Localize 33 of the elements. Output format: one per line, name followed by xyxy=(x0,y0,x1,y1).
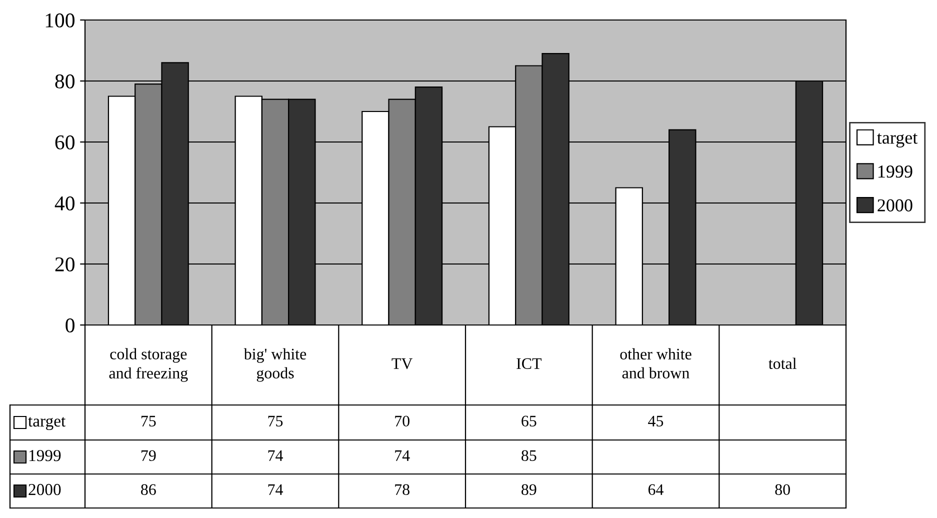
text: target xyxy=(877,133,918,148)
y-tick-label: 20 xyxy=(55,257,74,272)
x-tick-label: TV xyxy=(392,358,413,370)
data-label: 86 xyxy=(141,484,156,495)
legend-label: 1999 xyxy=(29,450,61,462)
text: 2000 xyxy=(28,484,61,496)
data-label: 75 xyxy=(268,416,283,426)
data-label: 74 xyxy=(395,450,410,461)
x-tick-label: ICT xyxy=(516,358,542,369)
x-tick-label: big' white goods xyxy=(244,348,306,382)
data-label: 75 xyxy=(141,416,156,426)
data-label: 85 xyxy=(522,450,536,461)
data-label: 64 xyxy=(648,484,664,495)
data-label: 74 xyxy=(268,450,283,461)
y-tick-label: 80 xyxy=(55,74,74,88)
y-tick-label: 60 xyxy=(55,135,74,150)
legend-label: 2000 xyxy=(878,199,912,212)
legend-label: target xyxy=(28,417,66,430)
y-tick-label: 40 xyxy=(54,196,74,210)
data-label: 89 xyxy=(522,484,536,495)
data-label: 78 xyxy=(395,484,410,495)
x-tick-label: other white and brown xyxy=(620,348,692,378)
x-tick-label: cold storage and freezing xyxy=(109,348,188,382)
data-label: 45 xyxy=(648,416,664,426)
data-label: 74 xyxy=(268,484,283,495)
text: 1999 xyxy=(878,166,912,178)
data-label: 70 xyxy=(395,416,410,426)
data-label: 80 xyxy=(775,484,790,495)
data-label: 65 xyxy=(522,416,536,426)
data-label: 79 xyxy=(141,450,156,461)
x-tick-label: total xyxy=(768,358,796,369)
y-tick-label: 100 xyxy=(46,13,74,28)
y-tick-label: 0 xyxy=(66,318,74,332)
